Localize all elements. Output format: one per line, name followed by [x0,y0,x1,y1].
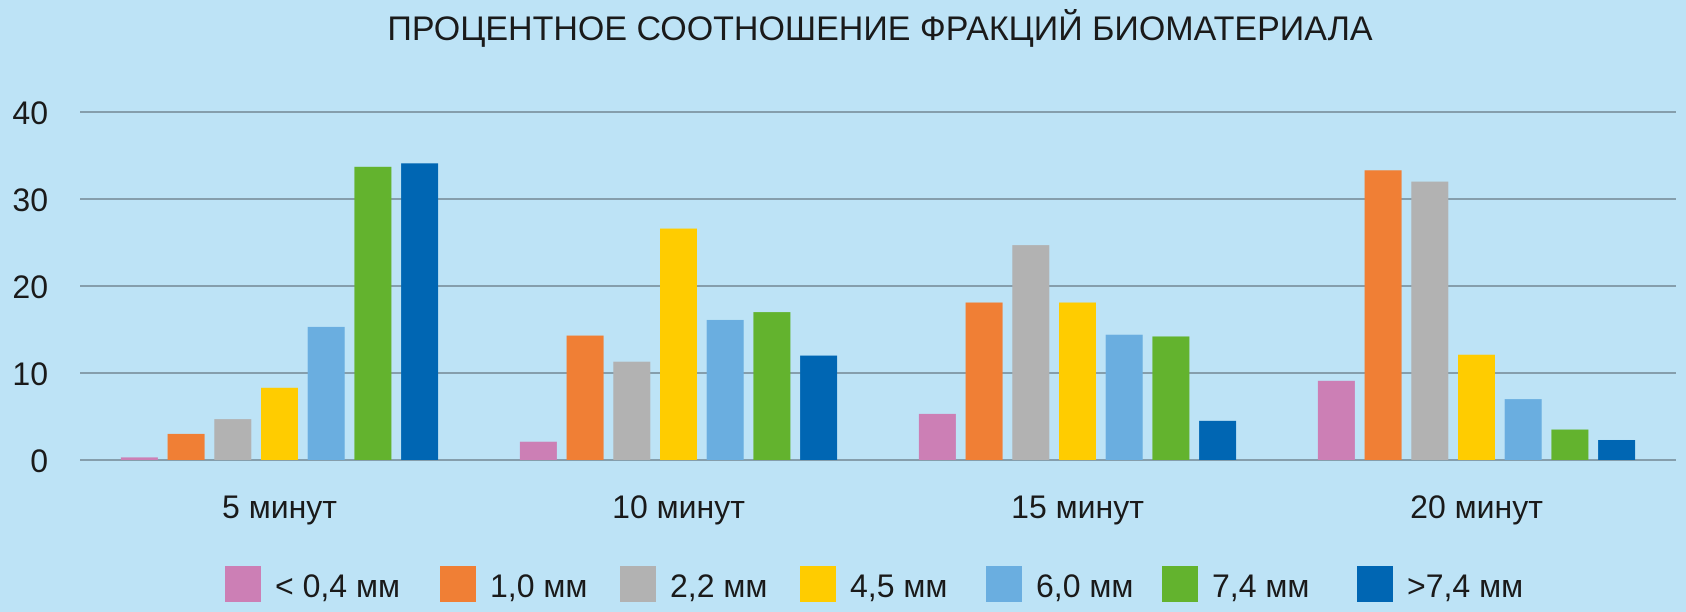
bar [401,163,439,460]
x-axis-categories: 5 минут 10 минут 15 минут 20 минут [222,489,1543,525]
bar [965,302,1003,460]
chart-title: ПРОЦЕНТНОЕ СООТНОШЕНИЕ ФРАКЦИЙ БИОМАТЕРИ… [387,10,1373,48]
legend: < 0,4 мм 1,0 мм 2,2 мм 4,5 мм 6,0 мм 7,4 мм >7… [225,566,1523,604]
bar [167,433,205,460]
legend-swatch [986,566,1022,602]
x-category-label: 15 минут [1011,489,1144,525]
bar [613,361,651,460]
legend-label: 6,0 мм [1036,568,1133,604]
y-tick-label: 30 [12,182,48,218]
grid [80,111,1676,461]
legend-label: >7,4 мм [1407,568,1523,604]
legend-swatch [225,566,261,602]
bar [120,457,158,460]
bar [1411,181,1449,460]
y-tick-label: 40 [12,95,48,131]
x-category-label: 20 минут [1410,489,1543,525]
bar [214,419,252,460]
legend-swatch [1357,566,1393,602]
bar [1012,245,1050,460]
legend-label: 7,4 мм [1212,568,1309,604]
bar [1199,420,1237,460]
bar [706,319,744,460]
y-tick-label: 0 [30,443,48,479]
bar [1152,336,1190,460]
y-axis-ticks: 0 10 20 30 40 [12,95,48,479]
bar [354,166,392,460]
y-tick-label: 20 [12,269,48,305]
bar [566,335,604,460]
legend-label: 4,5 мм [850,568,947,604]
bar [918,413,956,460]
legend-swatch [800,566,836,602]
legend-label: 1,0 мм [490,568,587,604]
x-category-label: 10 минут [612,489,745,525]
x-category-label: 5 минут [222,489,337,525]
legend-label: < 0,4 мм [275,568,400,604]
bar [1458,354,1495,460]
bars [120,163,1636,461]
legend-label: 2,2 мм [670,568,767,604]
bar [1504,399,1542,460]
legend-swatch [620,566,656,602]
bar [1317,380,1355,460]
bar [800,355,838,460]
bar [1551,429,1589,460]
bar [1105,334,1143,460]
bar [261,387,298,460]
bar [660,228,697,460]
legend-swatch [440,566,476,602]
bar [519,441,557,460]
legend-swatch [1162,566,1198,602]
bar [753,312,791,460]
bar [1059,302,1096,460]
y-tick-label: 10 [12,356,48,392]
bar [307,326,345,460]
bar [1598,439,1636,460]
bar [1364,170,1402,461]
